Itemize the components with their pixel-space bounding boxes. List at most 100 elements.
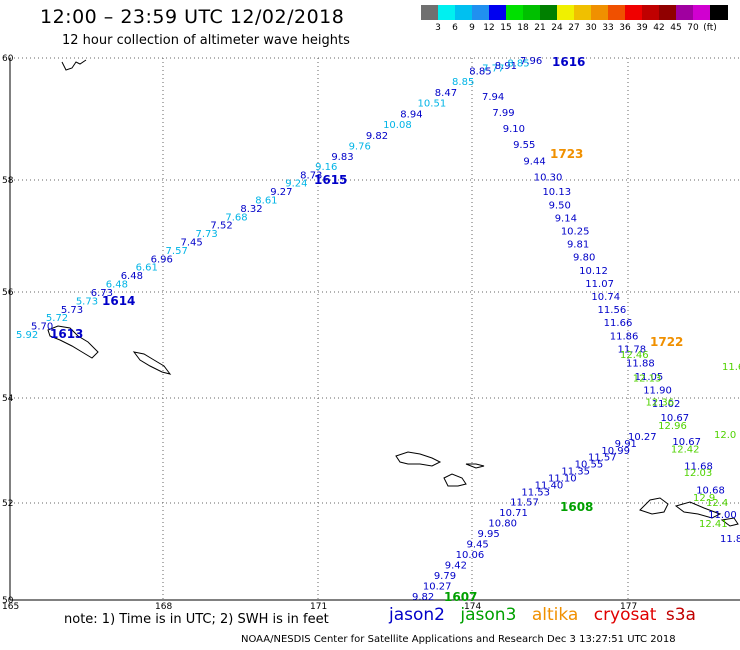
scale-swatch [608, 5, 626, 20]
island-adak [639, 497, 669, 515]
swh-value: 11.00 [708, 510, 737, 521]
scale-swatch [659, 5, 677, 20]
swh-value: 12.0 [714, 430, 736, 441]
pass-label: 1608 [560, 500, 593, 514]
swh-value: 9.79 [434, 571, 456, 582]
swh-value: 11.57 [588, 453, 617, 464]
lon-tick-label: 168 [155, 602, 172, 612]
swh-value: 7.96 [520, 56, 542, 67]
swh-value: 10.25 [561, 227, 590, 238]
map-subtitle: 12 hour collection of altimeter wave hei… [62, 33, 350, 48]
swh-value: 11.78 [617, 345, 646, 356]
swh-value: 9.82 [412, 592, 434, 603]
coastline [47, 59, 739, 527]
island-amchitka [443, 473, 467, 487]
swh-value: 11.53 [521, 487, 550, 498]
swh-value: 6.48 [121, 271, 143, 282]
swh-value: 12.96 [658, 421, 687, 432]
swh-value: 12.9 [693, 493, 715, 504]
pass-label: 1613 [50, 327, 83, 341]
scale-label: 3 [435, 23, 441, 33]
swh-value: 10.13 [542, 187, 571, 198]
scale-swatch [506, 5, 524, 20]
scale-label: 33 [602, 23, 614, 33]
swh-value: 10.27 [423, 581, 452, 592]
scale-swatch [642, 5, 660, 20]
swh-value: 9.16 [315, 162, 337, 173]
swh-value: 8.61 [255, 195, 277, 206]
scale-label: 39 [636, 23, 648, 33]
scale-swatch [676, 5, 694, 20]
legend-jason2: jason2 [389, 605, 445, 625]
scale-swatch [710, 5, 728, 20]
swh-value: 9.81 [567, 240, 589, 251]
swh-value: 10.67 [672, 437, 701, 448]
swh-value: 12.4 [706, 498, 728, 509]
scale-swatch [591, 5, 609, 20]
swh-value: 9.50 [549, 200, 571, 211]
scale-swatch [438, 5, 456, 20]
scale-swatch [557, 5, 575, 20]
swh-value: 7.45 [181, 238, 203, 249]
swh-value: 9.76 [349, 141, 371, 152]
swh-value: 11.07 [585, 279, 614, 290]
pass-label: 1607 [444, 590, 477, 604]
lon-tick-label: 177 [620, 602, 637, 612]
scale-label: 45 [670, 23, 682, 33]
scale-swatch [540, 5, 558, 20]
swh-value: 10.68 [696, 486, 725, 497]
swh-value: 10.27 [628, 432, 657, 443]
swh-value: 5.73 [61, 305, 83, 316]
swh-value: 11.40 [535, 480, 564, 491]
scale-swatch [472, 5, 490, 20]
swh-value: 9.95 [477, 529, 499, 540]
swh-value: 10.71 [499, 508, 528, 519]
island-east [720, 517, 739, 527]
swh-value: 9.42 [445, 560, 467, 571]
scale-label: 18 [517, 23, 529, 33]
swh-value: 9.27 [270, 187, 292, 198]
swh-value: 10.74 [591, 292, 620, 303]
swh-value: 8.94 [400, 109, 422, 120]
swh-value: 10.06 [456, 550, 485, 561]
satellite-legend: jason2 jason3 altika cryosat s3a [389, 605, 706, 625]
swh-value: 12.42 [671, 445, 700, 456]
swh-value: 9.45 [467, 539, 489, 550]
swh-value: 10.67 [660, 413, 689, 424]
swh-value: 8.85 [507, 59, 529, 70]
swh-value: 9.82 [366, 131, 388, 142]
scale-label: 6 [452, 23, 458, 33]
swh-value: 5.73 [76, 296, 98, 307]
swh-value: 6.61 [136, 263, 158, 274]
swh-value: 6.48 [106, 280, 128, 291]
swh-value: 11.02 [652, 399, 681, 410]
scale-swatch [455, 5, 473, 20]
scale-label: 9 [469, 23, 475, 33]
swh-value: 7.94 [482, 92, 504, 103]
swh-value: 11.35 [561, 467, 590, 478]
swh-value: 11.57 [510, 497, 539, 508]
swh-value: 11.05 [635, 372, 664, 383]
scale-label: 70 [687, 23, 699, 33]
legend-jason3: jason3 [460, 605, 517, 625]
lon-tick-label: 171 [310, 602, 327, 612]
legend-cryosat: cryosat [593, 605, 657, 625]
scale-label: 12 [483, 23, 495, 33]
lon-tick-label: 174 [464, 602, 481, 612]
swh-value: 10.12 [579, 266, 608, 277]
swh-value: 11.68 [684, 461, 713, 472]
scale-label: 42 [653, 23, 665, 33]
swh-value: 9.80 [573, 253, 595, 264]
swh-value: 11.10 [548, 473, 577, 484]
swh-value: 7.99 [492, 108, 514, 119]
swh-value: 11.56 [598, 305, 627, 316]
swh-value: 9.14 [555, 213, 577, 224]
coast-kamchatka [61, 59, 87, 71]
island-atka [674, 501, 722, 519]
swh-value: 9.44 [523, 156, 545, 167]
swh-value: 10.80 [488, 518, 517, 529]
scale-swatch [421, 5, 439, 20]
scale-swatch [693, 5, 711, 20]
scale-swatch [489, 5, 507, 20]
swh-value: 8.85 [469, 66, 491, 77]
